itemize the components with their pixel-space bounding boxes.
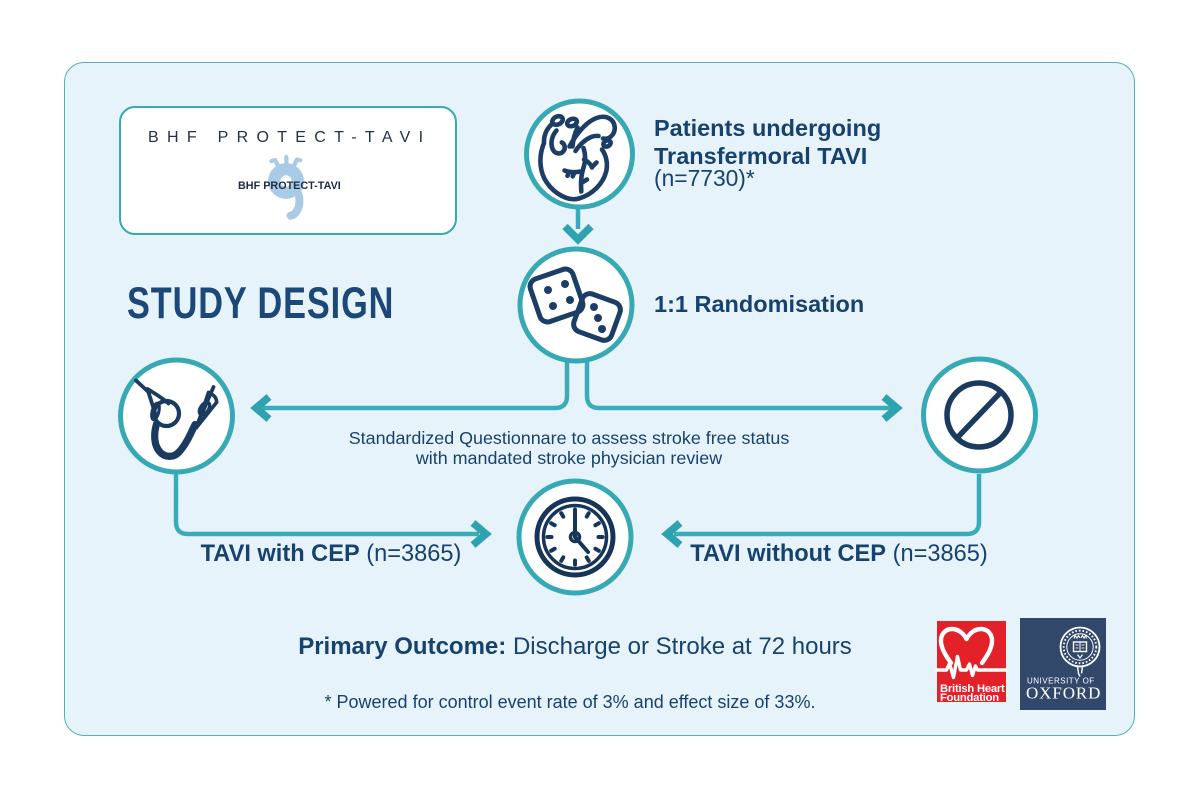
svg-text:Foundation: Foundation: [940, 692, 999, 704]
svg-text:BHF PROTECT-TAVI: BHF PROTECT-TAVI: [238, 180, 341, 192]
svg-text:UNIVERSITY OF: UNIVERSITY OF: [1027, 677, 1095, 686]
svg-text:British Heart: British Heart: [940, 683, 1005, 695]
svg-text:BHF PROTECT-TAVI: BHF PROTECT-TAVI: [148, 129, 431, 146]
svg-text:OXFORD: OXFORD: [1026, 684, 1101, 703]
